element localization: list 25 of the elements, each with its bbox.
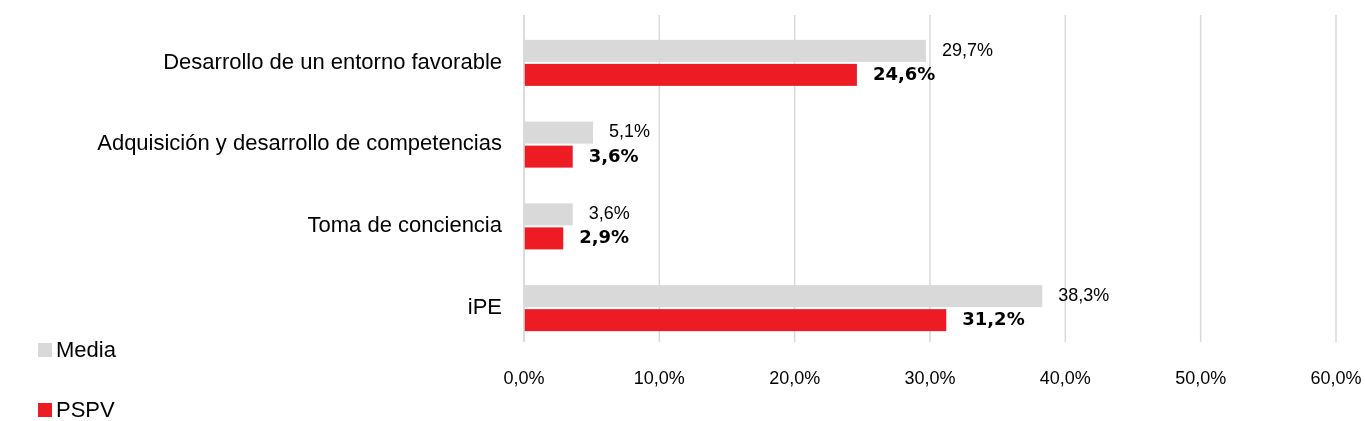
x-tick-label: 10,0% (633, 368, 685, 388)
data-label: 2,9% (579, 226, 630, 248)
x-tick-label: 0,0% (503, 368, 545, 388)
data-label: 3,6% (588, 144, 639, 166)
bar (524, 227, 564, 250)
y-tick-label: Adquisición y desarrollo de competencias (97, 130, 502, 156)
data-label: 31,2% (962, 308, 1025, 330)
x-tick-label: 20,0% (769, 368, 821, 388)
y-tick-label: iPE (467, 293, 502, 319)
y-tick-label: Toma de conciencia (307, 212, 503, 238)
x-tick-label: 40,0% (1039, 368, 1091, 388)
bar (524, 145, 573, 168)
bar (524, 63, 857, 86)
legend-label: Media (56, 336, 117, 362)
data-label: 24,6% (872, 62, 936, 84)
data-label: 38,3% (1058, 284, 1110, 305)
bar (524, 309, 947, 332)
y-tick-label: Desarrollo de un entorno favorable (163, 48, 502, 74)
data-label: 29,7% (941, 39, 993, 60)
x-tick-label: 30,0% (904, 368, 956, 388)
data-label: 3,6% (588, 203, 630, 224)
x-tick-label: 60,0% (1310, 368, 1362, 388)
data-label: 5,1% (609, 121, 651, 142)
legend-label: PSPV (56, 396, 116, 421)
x-tick-label: 50,0% (1175, 368, 1227, 388)
